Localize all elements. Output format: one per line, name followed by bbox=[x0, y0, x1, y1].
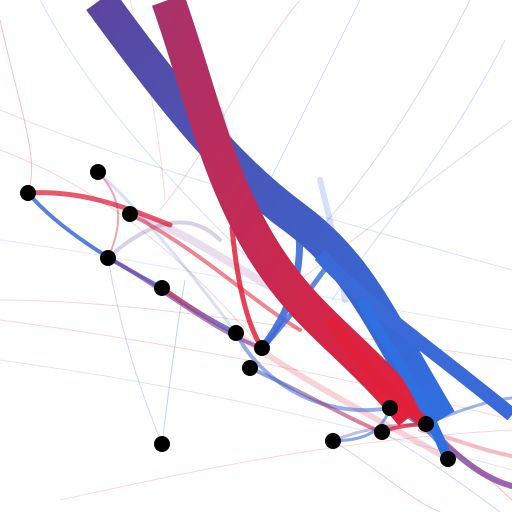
node[interactable] bbox=[440, 451, 456, 467]
thread-line bbox=[0, 359, 512, 471]
node[interactable] bbox=[418, 416, 434, 432]
thread-line bbox=[161, 279, 186, 445]
thread-line bbox=[159, 0, 301, 211]
flow-link bbox=[248, 366, 384, 434]
node[interactable] bbox=[122, 206, 138, 222]
thread-line bbox=[381, 431, 501, 512]
thread-line bbox=[0, 109, 512, 271]
node[interactable] bbox=[254, 340, 270, 356]
node[interactable] bbox=[325, 433, 341, 449]
red-band-tail bbox=[325, 316, 430, 429]
node[interactable] bbox=[242, 360, 258, 376]
node[interactable] bbox=[90, 164, 106, 180]
node[interactable] bbox=[382, 400, 398, 416]
main-bands bbox=[86, 0, 512, 461]
flow-link bbox=[25, 190, 173, 228]
ribbon bbox=[96, 170, 238, 335]
node[interactable] bbox=[374, 424, 390, 440]
blue-band-tail bbox=[355, 297, 453, 461]
flow-link bbox=[229, 225, 265, 351]
node[interactable] bbox=[100, 250, 116, 266]
node[interactable] bbox=[20, 185, 36, 201]
flow-link bbox=[159, 285, 239, 336]
main-violet-band bbox=[86, 0, 455, 429]
thread-line bbox=[332, 440, 441, 512]
thread-line bbox=[107, 257, 163, 445]
node[interactable] bbox=[228, 325, 244, 341]
nodes bbox=[20, 164, 456, 467]
blue-band-branch bbox=[314, 250, 512, 421]
flow-link bbox=[234, 331, 392, 413]
flow-link bbox=[97, 171, 120, 259]
flow-link bbox=[106, 256, 264, 350]
thread-line bbox=[0, 239, 512, 331]
flow-link bbox=[26, 191, 164, 290]
node[interactable] bbox=[154, 280, 170, 296]
thread-line bbox=[0, 19, 33, 194]
node[interactable] bbox=[154, 436, 170, 452]
